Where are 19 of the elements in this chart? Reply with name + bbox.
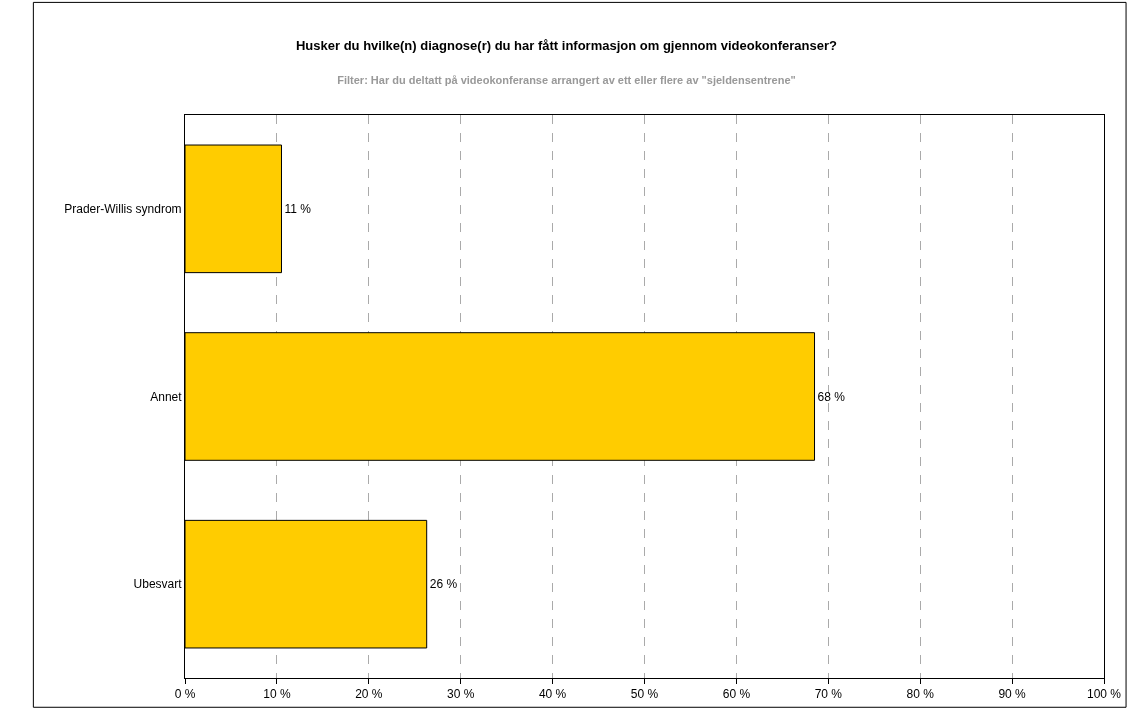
x-tick-label: 0 %: [174, 687, 196, 702]
chart-title: Husker du hvilke(n) diagnose(r) du har fått informasjon om gjennom videokonferanser?: [295, 37, 838, 53]
y-tick-label: Annet: [150, 389, 183, 404]
x-tick-label: 40 %: [538, 687, 567, 702]
y-tick-label: Ubesvart: [133, 577, 183, 592]
x-tick-label: 20 %: [355, 687, 383, 702]
x-tick-label: 30 %: [447, 687, 475, 702]
data-label: 26 %: [429, 577, 458, 592]
x-tick-label: 100 %: [1086, 687, 1122, 702]
x-tick-label: 90 %: [998, 687, 1027, 702]
data-label: 68 %: [817, 389, 846, 404]
chart-subtitle: Filter: Har du deltatt på videokonferanse arrangert av ett eller flere av "sjeldensentrene": [337, 73, 796, 86]
x-tick-label: 70 %: [814, 687, 843, 702]
x-tick-label: 10 %: [263, 687, 291, 702]
x-tick-label: 50 %: [630, 687, 659, 702]
x-tick-label: 80 %: [906, 687, 935, 702]
data-label: 11 %: [284, 201, 312, 216]
x-tick-label: 60 %: [722, 687, 751, 702]
y-tick-label: Prader-Willis syndrom: [64, 202, 182, 217]
